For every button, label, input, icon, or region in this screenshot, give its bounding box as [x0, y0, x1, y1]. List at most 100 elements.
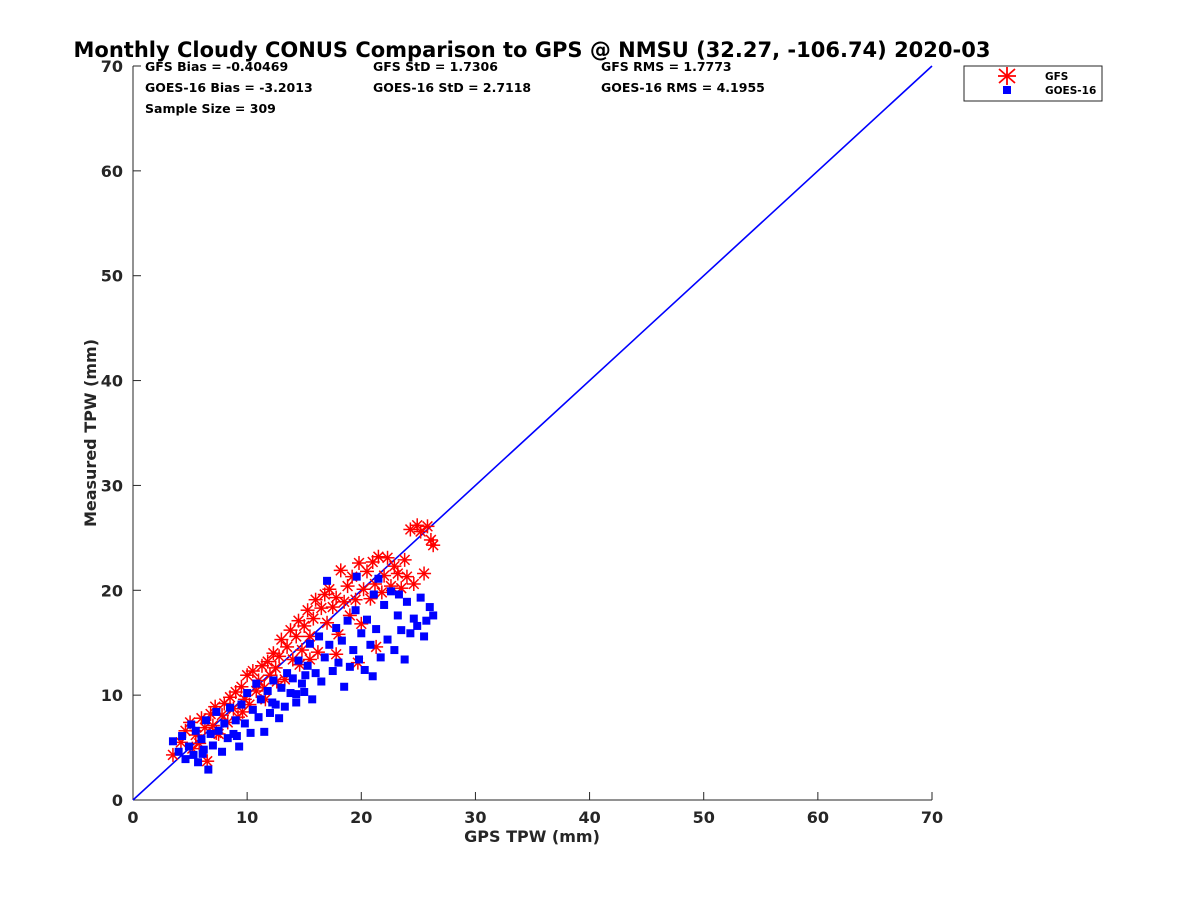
goes16-point: [320, 653, 329, 662]
goes16-point: [168, 737, 177, 746]
gfs-point: [397, 552, 412, 567]
goes16-point: [198, 749, 207, 758]
goes16-point: [352, 572, 361, 581]
goes16-point: [429, 611, 438, 620]
goes16-point: [235, 742, 244, 751]
goes16-point: [269, 676, 278, 685]
goes16-point: [240, 719, 249, 728]
x-tick-label: 60: [807, 808, 829, 827]
gfs-point: [274, 632, 289, 647]
goes16-point: [394, 590, 403, 599]
statistics-annotations: GFS Bias = -0.40469 GFS StD = 1.7306 GFS…: [145, 59, 765, 116]
goes16-point: [372, 625, 381, 634]
goes16-point: [332, 624, 341, 633]
legend-box: [963, 65, 1103, 102]
goes16-point: [390, 646, 399, 655]
gfs-point: [356, 582, 371, 597]
y-tick-label: 10: [101, 686, 123, 705]
goes16-point: [355, 655, 364, 664]
goes16-point: [360, 665, 369, 674]
goes16-point: [340, 682, 349, 691]
y-axis-label: Measured TPW (mm): [81, 339, 100, 527]
goes16-point: [256, 695, 265, 704]
goes16-point: [400, 655, 409, 664]
stat-goes-std: GOES-16 StD = 2.7118: [373, 80, 531, 95]
goes16-point: [280, 702, 289, 711]
stat-goes-bias: GOES-16 Bias = -3.2013: [145, 80, 313, 95]
goes16-point: [409, 614, 418, 623]
chart-title: Monthly Cloudy CONUS Comparison to GPS @…: [74, 38, 991, 62]
goes16-point: [425, 603, 434, 612]
legend-goes16-marker: [1003, 86, 1011, 94]
y-tick-label: 40: [101, 372, 123, 391]
goes16-point: [283, 669, 292, 678]
gfs-point: [260, 654, 275, 669]
goes16-point: [187, 720, 196, 729]
goes16-point: [184, 742, 193, 751]
one-to-one-line: [132, 65, 933, 801]
gfs-point: [363, 591, 378, 606]
goes16-point: [199, 745, 208, 754]
y-tick-label: 20: [101, 581, 123, 600]
goes16-point: [288, 674, 297, 683]
goes16-point: [260, 727, 269, 736]
gfs-point: [329, 647, 344, 662]
y-tick-label: 30: [101, 476, 123, 495]
legend-goes16-label: GOES-16: [1045, 85, 1096, 97]
goes16-point: [325, 640, 334, 649]
goes16-point: [231, 716, 240, 725]
gfs-point: [254, 658, 269, 673]
gfs-point: [417, 566, 432, 581]
y-tick-label: 0: [112, 791, 123, 810]
goes16-point: [301, 671, 310, 680]
x-tick-label: 20: [350, 808, 372, 827]
goes16-point: [357, 629, 366, 638]
goes16-point: [294, 656, 303, 665]
goes16-point: [376, 653, 385, 662]
y-tick-label: 50: [101, 267, 123, 286]
goes16-point: [197, 735, 206, 744]
gfs-point: [272, 649, 287, 664]
gfs-point: [297, 618, 312, 633]
gfs-point: [302, 652, 317, 667]
gfs-point: [348, 592, 363, 607]
legend-gfs-marker: [998, 67, 1016, 85]
stat-sample-size: Sample Size = 309: [145, 101, 276, 116]
goes16-point: [194, 758, 203, 767]
goes16-point: [292, 698, 301, 707]
goes16-point: [368, 672, 377, 681]
gfs-point: [266, 646, 281, 661]
goes16-point: [416, 593, 425, 602]
goes16-point: [397, 626, 406, 635]
gfs-point: [280, 639, 295, 654]
goes16-point: [369, 590, 378, 599]
gfs-point: [359, 564, 374, 579]
gfs-point: [314, 601, 329, 616]
gfs-point: [289, 629, 304, 644]
gfs-point: [300, 603, 315, 618]
gfs-point: [294, 643, 309, 658]
goes16-point: [380, 600, 389, 609]
plot-area: 0 10 20 30 40 50 60 70 0 10 20 30 40 50 60 70: [101, 57, 943, 827]
goes16-point: [413, 621, 422, 630]
y-tick-label: 70: [101, 57, 123, 76]
stat-gfs-std: GFS StD = 1.7306: [373, 59, 498, 74]
goes16-point: [265, 708, 274, 717]
stat-gfs-bias: GFS Bias = -0.40469: [145, 59, 288, 74]
gfs-point: [406, 576, 421, 591]
goes16-point: [191, 726, 200, 735]
x-tick-label: 50: [693, 808, 715, 827]
x-tick-label: 0: [127, 808, 138, 827]
goes16-point: [268, 698, 277, 707]
goes16-point: [292, 690, 301, 699]
goes16-point: [252, 679, 261, 688]
goes16-point: [337, 636, 346, 645]
goes16-point: [174, 747, 183, 756]
gfs-point: [380, 550, 395, 565]
gfs-point: [320, 615, 335, 630]
y-tick-label: 60: [101, 162, 123, 181]
x-tick-label: 70: [921, 808, 943, 827]
gfs-point: [352, 556, 367, 571]
gfs-point: [333, 563, 348, 578]
